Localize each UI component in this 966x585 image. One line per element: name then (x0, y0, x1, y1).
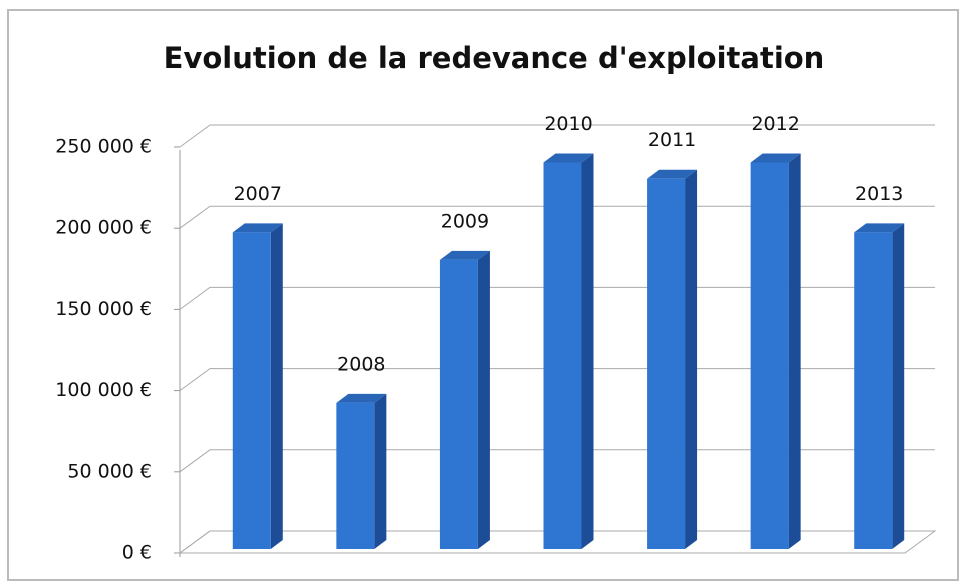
bar-face (581, 153, 594, 549)
bar-face (374, 393, 387, 549)
floor (178, 530, 937, 554)
data-label: 2010 (544, 113, 592, 135)
bar-face (439, 250, 490, 260)
bar-face (270, 223, 283, 549)
data-label: 2009 (441, 210, 489, 232)
bar-face (543, 162, 582, 549)
bar-face (892, 223, 905, 549)
bar-face (685, 169, 698, 549)
grid-line (179, 124, 935, 148)
bar (543, 153, 594, 549)
bar-face (336, 402, 375, 549)
bar-face (788, 153, 801, 549)
data-label: 2011 (648, 129, 696, 151)
y-tick-label: 100 000 € (55, 379, 152, 401)
bar (750, 153, 801, 549)
bar-face (232, 232, 271, 549)
bar (336, 393, 387, 549)
bar-face (477, 250, 490, 550)
bar-face (854, 232, 893, 549)
chart-title: Evolution de la redevance d'exploitation (164, 41, 825, 75)
bar-face (336, 393, 387, 403)
data-label: 2007 (234, 183, 282, 205)
bar (232, 223, 283, 549)
bar-face (232, 223, 283, 233)
bar-face (543, 153, 594, 163)
y-tick-label: 0 € (122, 542, 152, 564)
bar-face (854, 223, 905, 233)
bar-face (750, 153, 801, 163)
bar-face (647, 169, 698, 179)
data-label: 2013 (855, 183, 903, 205)
y-tick-label: 150 000 € (55, 298, 152, 320)
data-label: 2008 (337, 353, 385, 375)
bar-face (750, 162, 789, 549)
bar-face (439, 259, 478, 549)
y-tick-label: 250 000 € (55, 136, 152, 158)
bar-face (647, 178, 686, 549)
bar (439, 250, 490, 550)
y-tick-label: 200 000 € (55, 217, 152, 239)
data-label: 2012 (751, 113, 799, 135)
y-tick-label: 50 000 € (67, 460, 152, 482)
bar (854, 223, 905, 549)
bar (647, 169, 698, 549)
